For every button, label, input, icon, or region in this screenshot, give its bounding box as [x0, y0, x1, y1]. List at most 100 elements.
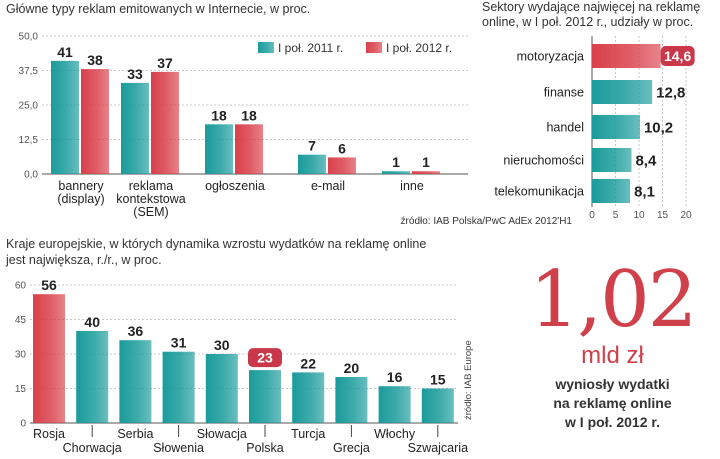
chart1-legend-swatch: [366, 42, 382, 53]
chart3-category-label: Słowenia: [153, 441, 204, 455]
chart2-data-label: 14,6: [664, 48, 691, 64]
chart3-bar: [162, 351, 195, 423]
chart3-bar: [378, 386, 411, 423]
chart1-bar: [298, 154, 326, 174]
chart2-bar: [592, 80, 653, 104]
chart2-xtick-label: 10: [633, 210, 645, 221]
chart3-bar: [335, 377, 368, 423]
chart1-legend-label: I poł. 2011 r.: [278, 41, 343, 55]
chart1-data-label: 41: [57, 44, 73, 60]
chart2-bar: [592, 44, 661, 68]
chart2-data-label: 12,8: [656, 85, 685, 102]
chart1-ytick-label: 37,5: [19, 66, 39, 77]
chart1-bar: [81, 69, 109, 174]
chart1-category-label: reklama: [129, 179, 174, 193]
chart2-data-label: 10,2: [644, 120, 673, 137]
callout-value: 1,02: [529, 255, 698, 345]
chart2-highlight-badge: [660, 46, 695, 66]
chart1-bar: [412, 171, 440, 174]
chart1-category-label: (display): [57, 192, 104, 206]
chart2-category-label: telekomunikacja: [494, 185, 584, 199]
chart2-category-label: motoryzacja: [517, 50, 584, 64]
chart2-title: Sektory wydające najwięcej na reklamę on…: [482, 0, 701, 29]
chart3-bar: [292, 372, 325, 423]
chart3-data-label: 56: [41, 277, 57, 293]
chart3-highlight-badge: [248, 348, 282, 368]
chart3-ytick-label: 45: [15, 315, 27, 326]
chart1-data-label: 6: [338, 140, 346, 156]
chart3-bar: [249, 370, 281, 423]
chart3-category-label: Słowacja: [197, 427, 247, 441]
chart3-bar: [33, 294, 65, 423]
chart1-data-label: 1: [422, 154, 430, 170]
chart1-data-label: 18: [211, 107, 227, 123]
chart1-data-label: 37: [157, 55, 173, 71]
chart1-ytick-label: 50,0: [19, 32, 39, 43]
chart1-legend-label: I poł. 2012 r.: [386, 41, 452, 55]
chart1-bar: [235, 124, 263, 174]
chart2-xtick-label: 5: [613, 210, 619, 221]
chart3-data-label: 22: [300, 355, 316, 371]
chart1-data-label: 38: [87, 52, 103, 68]
chart3-category-label: Serbia: [117, 427, 153, 441]
chart3-category-label: Szwajcaria: [408, 441, 468, 455]
chart3-ytick-label: 0: [20, 419, 26, 430]
chart3-data-label: 16: [387, 369, 403, 385]
chart2-category-label: finanse: [544, 86, 584, 100]
chart1-bar: [328, 157, 356, 174]
chart3-bar: [205, 354, 238, 423]
chart1-category-label: ogłoszenia: [205, 179, 265, 193]
chart1-data-label: 7: [308, 138, 316, 154]
chart3-category-label: Polska: [246, 441, 284, 455]
chart2-data-label: 8,4: [635, 153, 657, 170]
chart3-data-label: 40: [84, 314, 100, 330]
chart2-bar: [592, 179, 631, 203]
chart1-bar: [121, 82, 149, 174]
chart1-ytick-label: 25,0: [19, 101, 39, 112]
chart1-bar: [382, 171, 410, 174]
chart2-xtick-label: 20: [680, 210, 692, 221]
chart3-category-label: Chorwacja: [63, 441, 122, 455]
chart2-xtick-label: 15: [657, 210, 669, 221]
chart3-data-label: 23: [257, 350, 273, 366]
chart1-ytick-label: 12,5: [19, 135, 39, 146]
chart2-category-label: nieruchomości: [503, 154, 584, 168]
chart3-bar: [421, 388, 454, 423]
chart3-ytick-label: 15: [15, 384, 27, 395]
chart3-bar: [119, 340, 152, 423]
chart1-category-label: e-mail: [311, 179, 345, 193]
chart1-category-label: inne: [400, 179, 424, 193]
chart3-source: źródło: IAB Europe: [463, 340, 474, 420]
chart1-data-label: 1: [392, 154, 400, 170]
chart3-category-label: Grecja: [333, 441, 370, 455]
chart1-legend-swatch: [258, 42, 274, 53]
chart1-data-label: 18: [241, 107, 257, 123]
callout-unit: mld zł: [581, 342, 644, 369]
chart3-data-label: 20: [344, 360, 360, 376]
chart2-source: źródło: IAB Polska/PwC AdEx 2012'H1: [401, 216, 573, 227]
chart1-category-label: kontekstowa: [116, 192, 186, 206]
chart3-category-label: Turcja: [291, 427, 325, 441]
chart3-ytick-label: 30: [15, 350, 27, 361]
chart3-ytick-label: 60: [15, 281, 27, 292]
chart2-data-label: 8,1: [634, 184, 655, 201]
chart3-data-label: 15: [430, 372, 446, 388]
chart1-data-label: 33: [127, 66, 143, 82]
chart2-bar: [592, 148, 632, 172]
chart3-category-label: Rosja: [33, 427, 65, 441]
chart1-bar: [51, 60, 79, 175]
chart2-bar: [592, 115, 640, 139]
chart3-title: Kraje europejskie, w których dynamika wz…: [6, 237, 427, 267]
chart1-category-label: (SEM): [133, 205, 168, 219]
chart1-bar: [205, 124, 233, 174]
chart2-category-label: handel: [546, 121, 584, 135]
chart1-bar: [151, 71, 179, 174]
chart3-data-label: 30: [214, 337, 230, 353]
chart3-data-label: 31: [171, 335, 187, 351]
chart1-ytick-label: 0,0: [24, 170, 38, 181]
chart1-category-label: bannery: [58, 179, 104, 193]
chart3-bar: [76, 331, 109, 423]
